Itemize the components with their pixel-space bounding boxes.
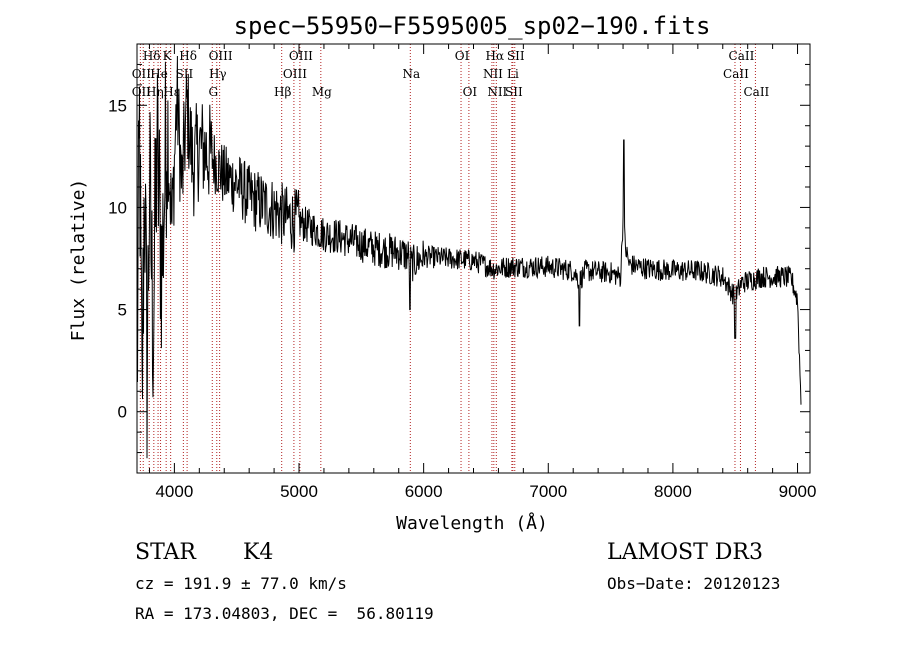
coordinates: RA = 173.04803, DEC = 56.80119 — [135, 604, 434, 623]
line-label: SII — [507, 49, 525, 63]
axis-ticks: 4000 5000 6000 7000 8000 9000 0 5 10 15 — [108, 44, 816, 501]
line-label: Mg — [312, 85, 332, 99]
line-label: OI — [455, 49, 470, 63]
line-label: OIII — [209, 49, 233, 63]
y-axis-label: Flux (relative) — [68, 179, 89, 342]
flux-series-line — [136, 55, 802, 459]
line-label: Hβ — [274, 85, 291, 99]
line-label: Hδ — [143, 49, 161, 63]
survey-name: LAMOST DR3 — [607, 540, 763, 565]
x-tick-label: 9000 — [779, 482, 817, 501]
line-label: K — [163, 49, 173, 63]
line-label: CaII — [723, 67, 749, 81]
line-label: Li — [507, 67, 519, 81]
line-label: He — [150, 67, 168, 81]
line-label: SII — [176, 67, 194, 81]
y-tick-label: 5 — [118, 301, 127, 320]
redshift-info: cz = 191.9 ± 77.0 km/s — [135, 574, 347, 593]
y-tick-label: 10 — [108, 198, 127, 217]
y-tick-label: 15 — [108, 96, 127, 115]
line-label: Hδ — [179, 49, 197, 63]
x-tick-label: 5000 — [280, 482, 318, 501]
line-label: SII — [505, 85, 523, 99]
x-tick-label: 4000 — [155, 482, 193, 501]
chart-title: spec−55950−F5595005_sp02−190.fits — [234, 12, 711, 40]
line-label: Hγ — [209, 67, 227, 81]
line-label: NII — [483, 67, 503, 81]
line-label: Na — [402, 67, 420, 81]
line-label: G — [208, 85, 218, 99]
line-label: OII — [132, 67, 152, 81]
line-label: OI — [463, 85, 478, 99]
x-axis-label: Wavelength (Å) — [396, 512, 548, 534]
line-label: NII — [487, 85, 507, 99]
line-label: OIII — [283, 67, 307, 81]
obs-date: Obs−Date: 20120123 — [607, 574, 781, 593]
spectral-line-markers — [139, 44, 756, 473]
line-label: Hη — [146, 85, 164, 99]
x-tick-label: 7000 — [529, 482, 567, 501]
line-label: Hε — [163, 85, 180, 99]
line-label: Hα — [486, 49, 505, 63]
subclass: K4 — [243, 540, 274, 565]
line-label: CaII — [743, 85, 769, 99]
line-label: CaII — [729, 49, 755, 63]
object-class: STAR — [135, 540, 196, 565]
line-label: OIII — [289, 49, 313, 63]
x-tick-label: 6000 — [405, 482, 443, 501]
y-tick-label: 0 — [118, 403, 127, 422]
x-tick-label: 8000 — [654, 482, 692, 501]
